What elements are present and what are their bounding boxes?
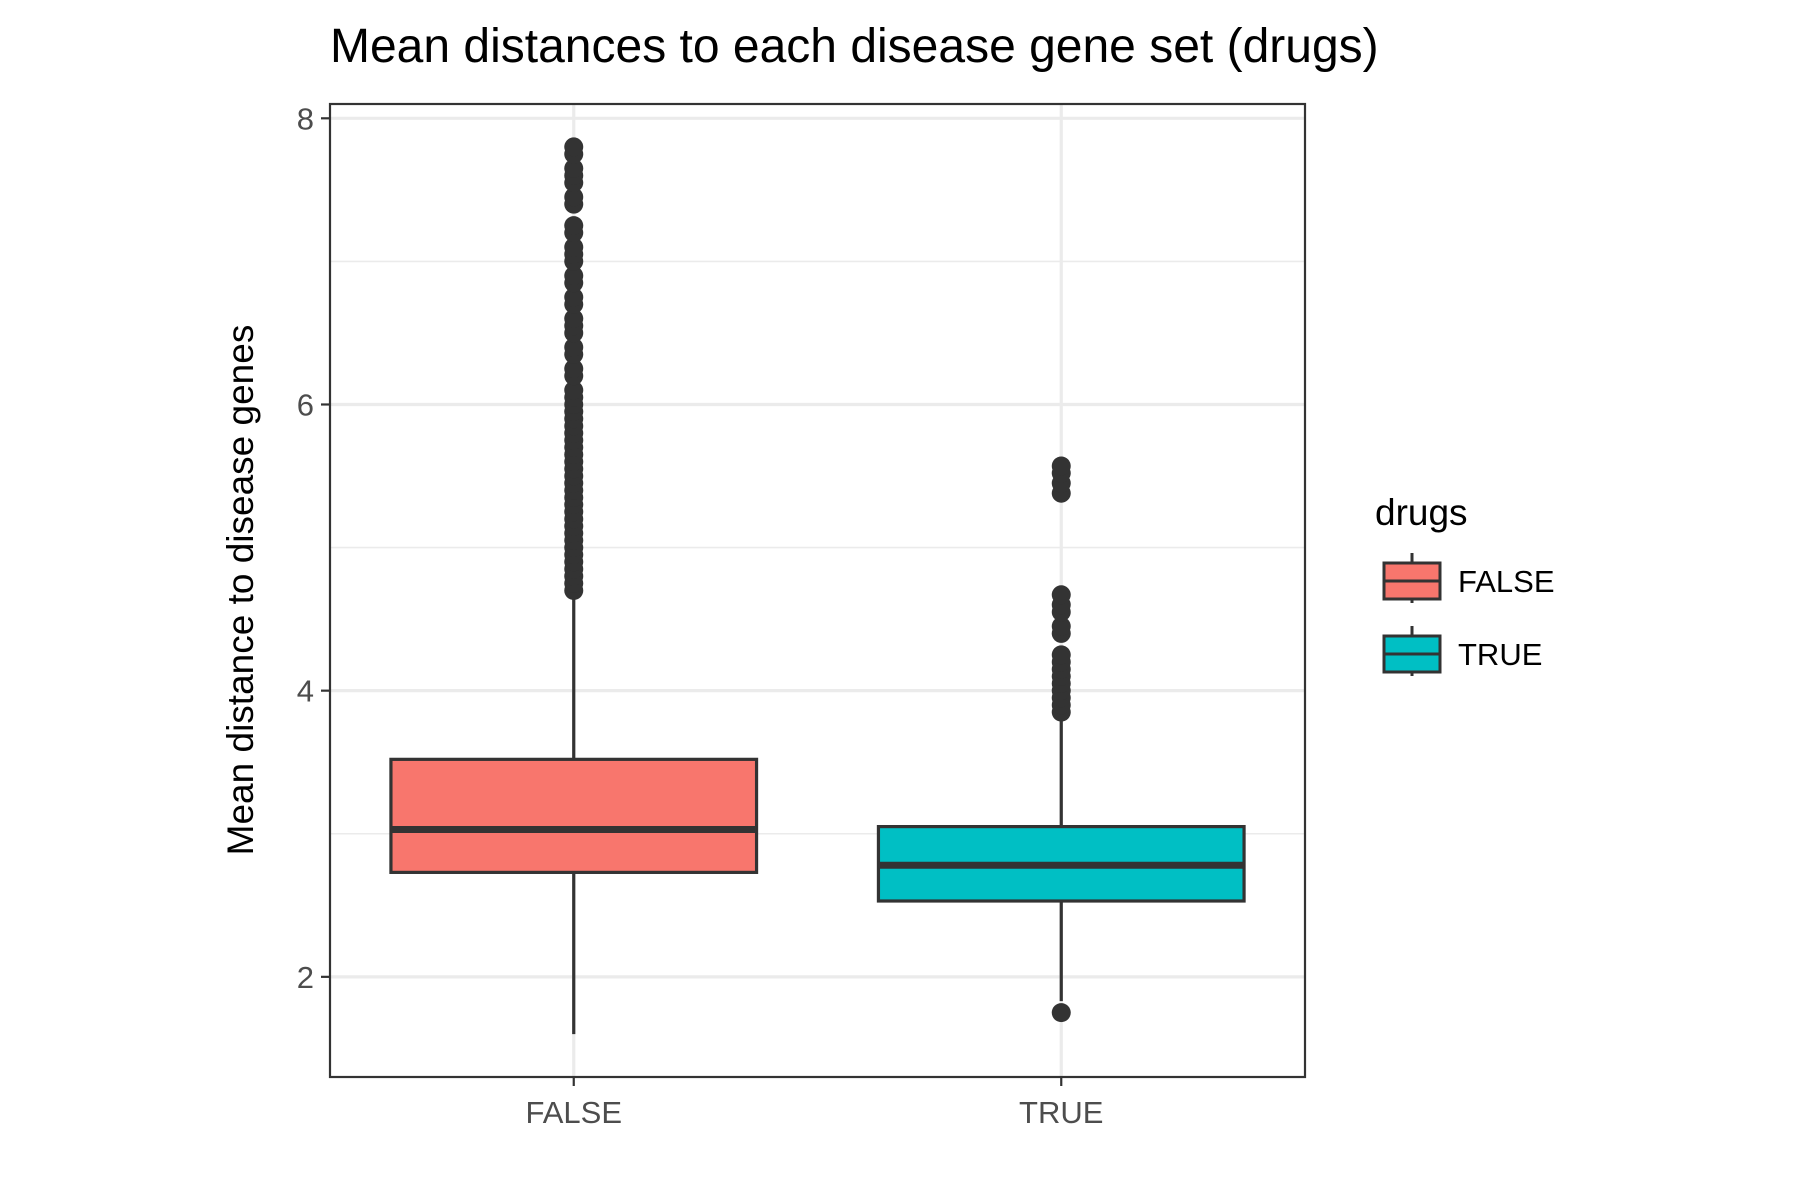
outlier-point [1051,456,1071,476]
panel-border [328,102,1307,1079]
outlier-point [564,187,584,207]
x-tick-label: TRUE [1019,1095,1103,1130]
y-tick-label: 2 [297,960,314,995]
outlier-point [564,337,584,357]
boxes [389,137,1246,1035]
legend: drugs FALSE TRUE [1375,492,1555,676]
outlier-point [564,380,584,400]
y-tick-label: 6 [297,387,314,422]
legend-label: TRUE [1458,637,1542,672]
box-true [876,456,1246,1023]
outlier-point [564,237,584,257]
outlier-point [564,216,584,236]
outlier-point [564,158,584,178]
grid [330,104,1305,1077]
y-tick-label: 4 [297,674,314,709]
iqr-box [389,757,759,874]
outlier-point [564,137,584,157]
outlier-point [1051,616,1071,636]
legend-title: drugs [1375,492,1468,533]
outlier-point [564,309,584,329]
box-false [389,137,759,1035]
chart-title: Mean distances to each disease gene set … [330,20,1379,73]
x-tick-label: FALSE [526,1095,623,1130]
legend-item-true: TRUE [1382,626,1542,676]
y-axis-title: Mean distance to disease genes [220,325,261,856]
outlier-point [1051,645,1071,665]
x-axis: FALSE TRUE [526,1077,1103,1130]
legend-item-false: FALSE [1382,553,1555,603]
y-axis: 2 4 6 8 [297,101,330,995]
legend-label: FALSE [1458,564,1555,599]
outlier-point [564,359,584,379]
outlier-point [1051,1003,1071,1023]
outlier-point [1051,585,1071,605]
y-tick-label: 8 [297,101,314,136]
outlier-point [564,266,584,286]
outlier-point [564,287,584,307]
